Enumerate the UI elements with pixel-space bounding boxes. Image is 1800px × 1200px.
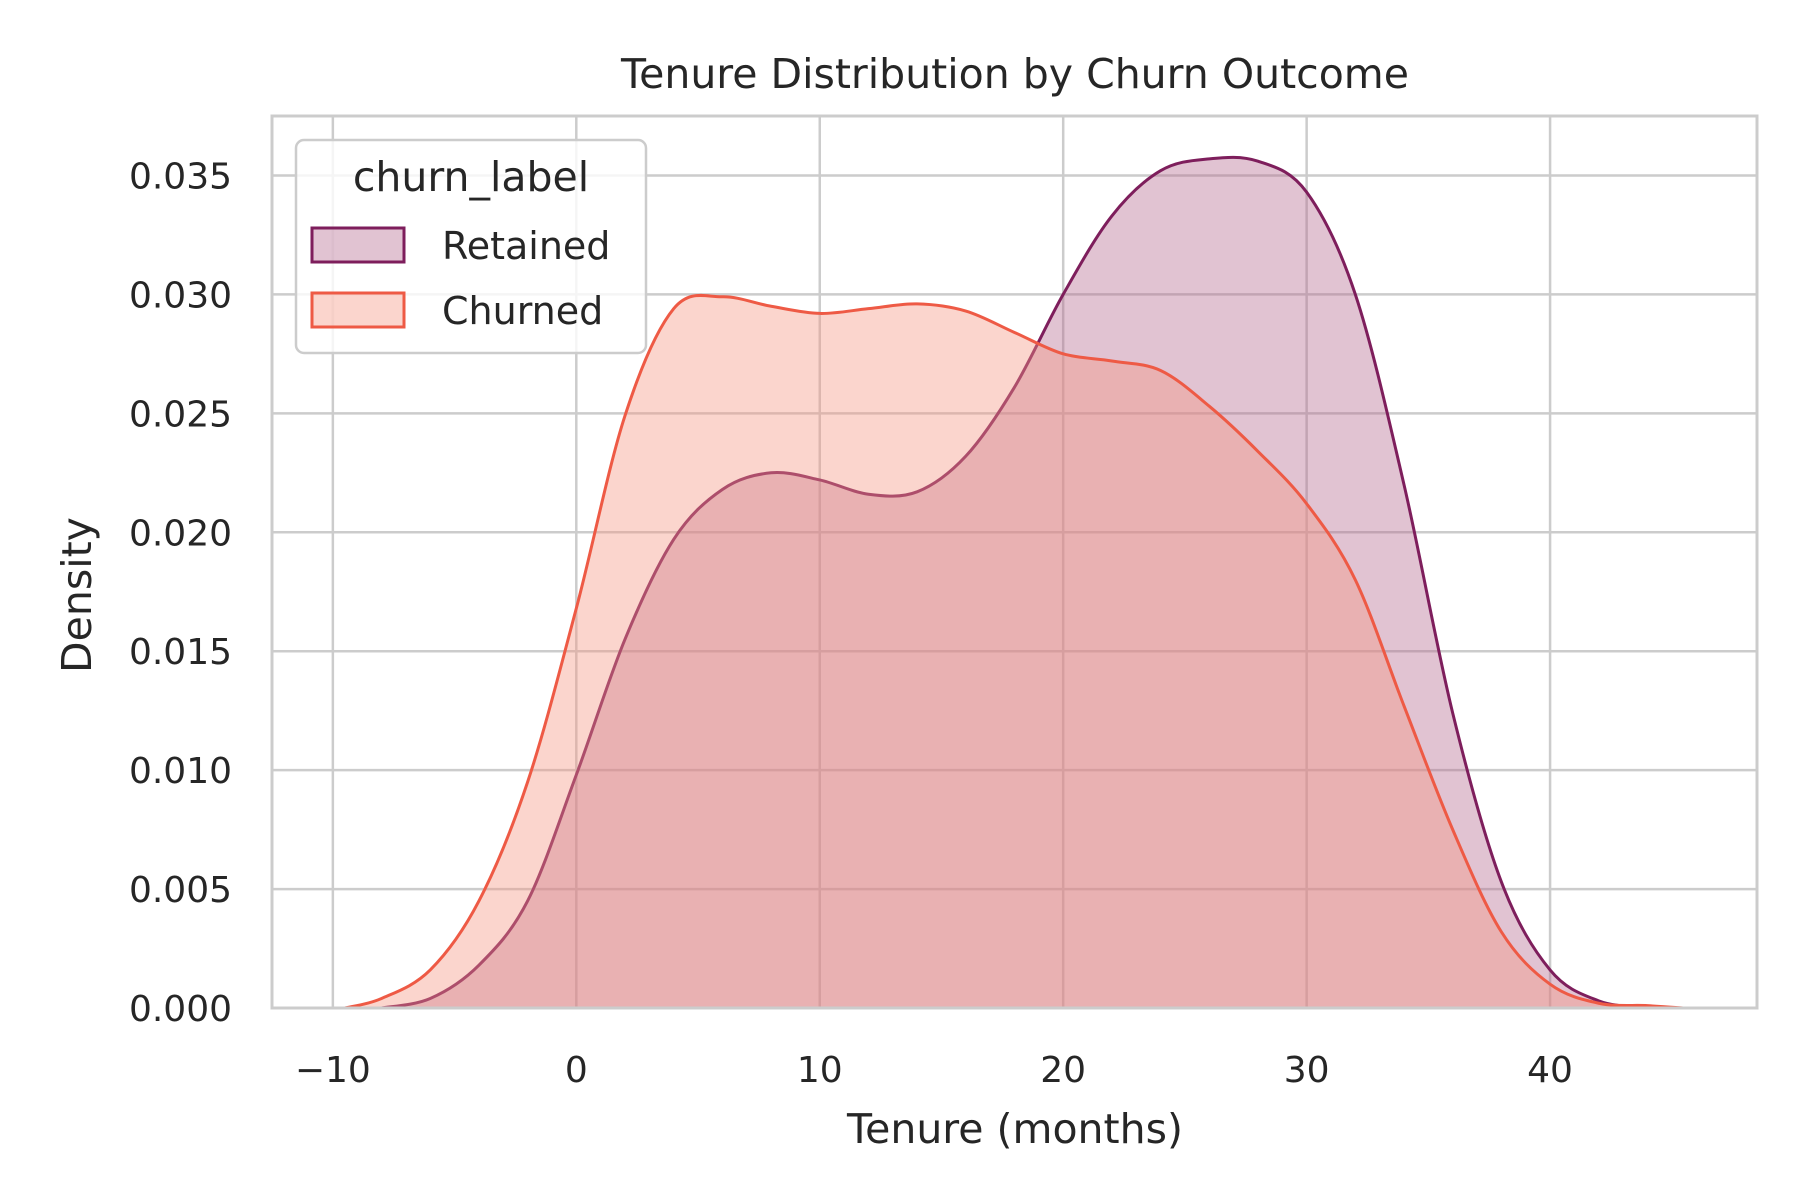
plot-frame — [270, 114, 1759, 1010]
legend-items: Retained Churned — [310, 224, 610, 333]
x-tick-label: 0 — [565, 1050, 588, 1091]
y-tick-label: 0.000 — [129, 989, 232, 1030]
y-tick-label: 0.015 — [129, 632, 232, 673]
grid-layer — [272, 116, 1757, 1010]
density-areas — [344, 155, 1685, 1010]
legend: churn_label Retained Churned — [294, 138, 648, 355]
legend-swatch-churned — [310, 291, 406, 329]
legend-label-retained: Retained — [442, 224, 610, 268]
y-axis-label: Density — [53, 517, 101, 673]
tick-labels: −10 0 10 20 30 40 0.000 0.005 0.010 0.015 0.020 0.0… — [129, 156, 1573, 1091]
legend-label-churned: Churned — [442, 289, 603, 333]
x-tick-label: 20 — [1040, 1050, 1086, 1091]
x-tick-label: 10 — [797, 1050, 843, 1091]
density-fill-churned — [345, 295, 1684, 1008]
legend-frame — [294, 138, 648, 355]
y-tick-label: 0.010 — [129, 751, 232, 792]
plot-border — [270, 114, 1759, 1010]
y-tick-label: 0.030 — [129, 275, 232, 316]
density-fill-retained — [381, 157, 1648, 1009]
y-tick-label: 0.020 — [129, 513, 232, 554]
y-tick-label: 0.025 — [129, 394, 232, 435]
y-tick-label: 0.035 — [129, 156, 232, 197]
legend-swatch-retained — [310, 226, 406, 264]
legend-title: churn_label — [353, 153, 589, 201]
density-line-churned — [344, 293, 1685, 1010]
x-tick-label: 40 — [1527, 1050, 1573, 1091]
x-tick-label: −10 — [295, 1050, 371, 1091]
y-tick-label: 0.005 — [129, 870, 232, 911]
x-tick-label: 30 — [1284, 1050, 1330, 1091]
chart-title: Tenure Distribution by Churn Outcome — [620, 50, 1409, 98]
x-axis-label: Tenure (months) — [846, 1105, 1183, 1153]
density-line-retained — [381, 155, 1648, 1010]
